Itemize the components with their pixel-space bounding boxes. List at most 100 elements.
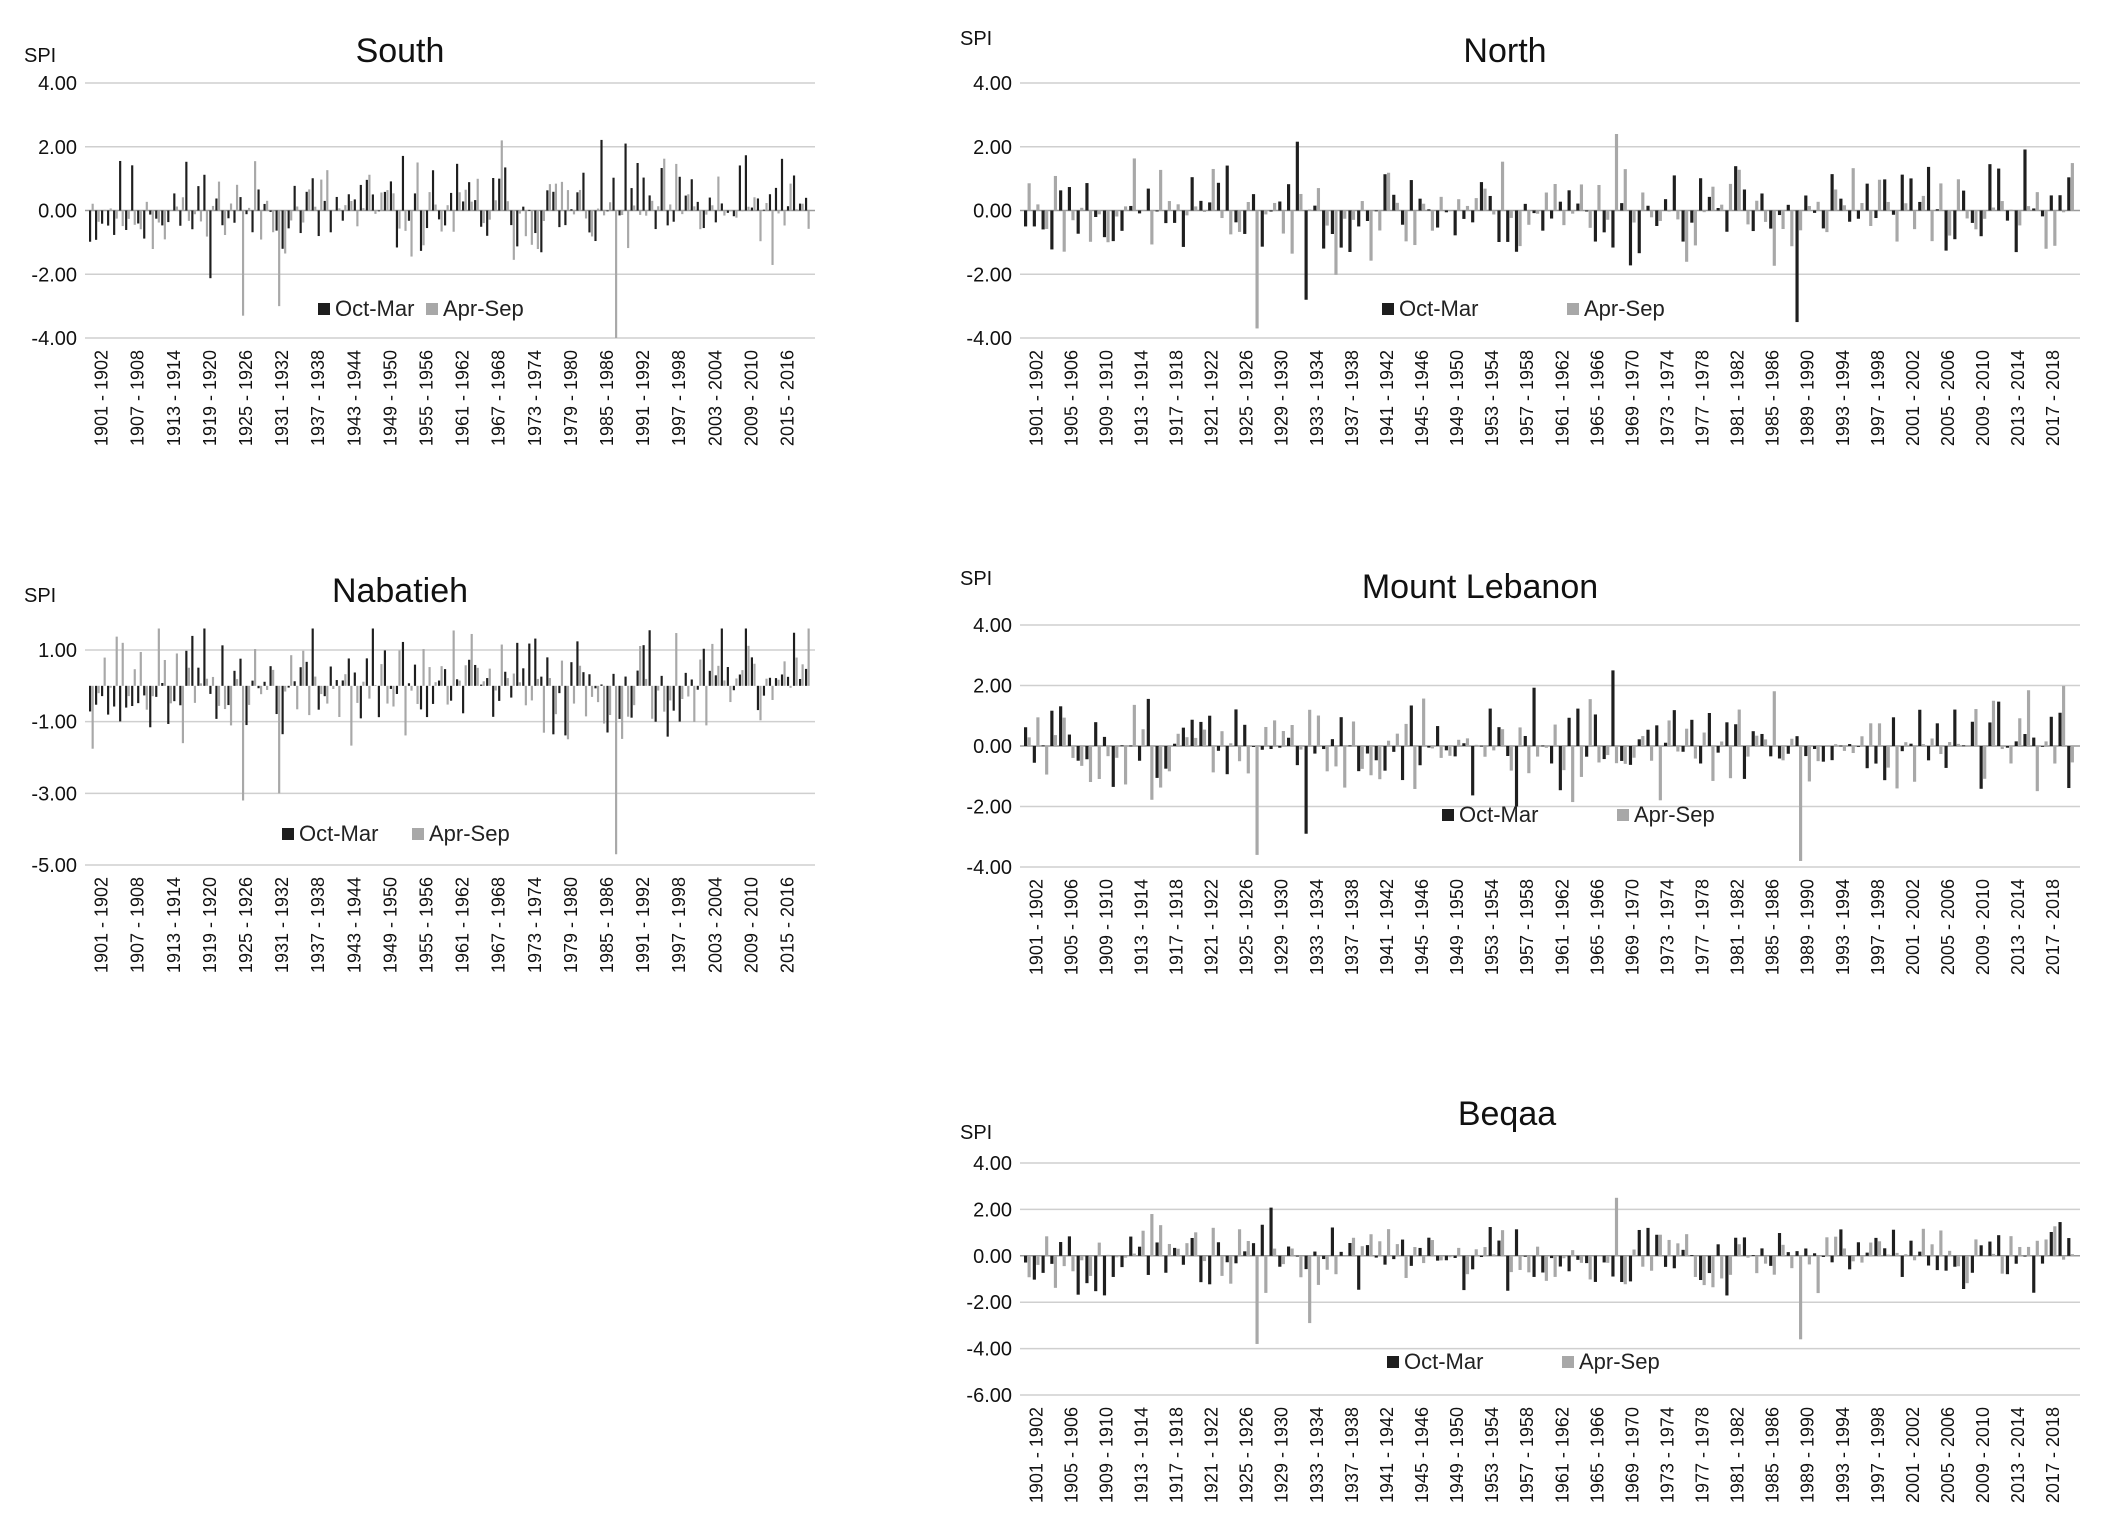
x-tick-label: 2013 - 2014 [2008, 879, 2028, 975]
bar-oct-mar [1313, 205, 1317, 211]
bar-oct-mar [1427, 746, 1431, 748]
bar-apr-sep [1159, 169, 1163, 211]
x-tick-label: 2001 - 2002 [1903, 1407, 1923, 1503]
bar-apr-sep [548, 184, 551, 211]
bar-apr-sep [121, 210, 124, 227]
bar-apr-sep [428, 667, 431, 686]
bar-oct-mar [1427, 1237, 1431, 1256]
x-tick-label: 1981 - 1982 [1728, 1407, 1748, 1503]
bar-apr-sep [1588, 1255, 1592, 1280]
bar-oct-mar [1848, 744, 1852, 746]
bar-apr-sep [1728, 746, 1733, 779]
bar-oct-mar [558, 210, 561, 228]
bar-apr-sep [1386, 1229, 1391, 1256]
bar-apr-sep [1159, 1225, 1163, 1256]
bar-apr-sep [1571, 1250, 1575, 1256]
bar-apr-sep [139, 651, 142, 686]
legend-label: Oct-Mar [1459, 802, 1538, 827]
bar-oct-mar [2032, 1255, 2036, 1293]
x-tick-label: 1961 - 1962 [453, 877, 473, 973]
bar-oct-mar [774, 678, 778, 686]
bar-apr-sep [1693, 210, 1697, 246]
bar-oct-mar [1041, 1255, 1045, 1273]
bar-oct-mar [1970, 210, 1974, 223]
x-tick-label: 1929 - 1930 [1272, 1407, 1292, 1503]
bar-oct-mar [1400, 210, 1405, 225]
x-tick-label: 1961 - 1962 [1552, 350, 1572, 446]
bar-apr-sep [621, 210, 624, 216]
bar-oct-mar [209, 210, 212, 279]
y-tick-label: -4.00 [31, 328, 77, 350]
bar-oct-mar [804, 197, 808, 211]
bar-oct-mar [1874, 1237, 1878, 1256]
bar-oct-mar [1514, 746, 1519, 807]
bar-oct-mar [317, 210, 320, 237]
bar-apr-sep [1281, 731, 1285, 746]
bar-apr-sep [1088, 210, 1093, 242]
bar-oct-mar [1155, 210, 1159, 212]
bar-apr-sep [380, 192, 383, 211]
bar-oct-mar [1102, 210, 1107, 238]
bar-apr-sep [1457, 1247, 1461, 1256]
bar-oct-mar [582, 672, 585, 686]
bar-oct-mar [1208, 1255, 1212, 1285]
bar-oct-mar [1541, 210, 1545, 231]
bar-oct-mar [1488, 708, 1492, 746]
y-axis-label: SPI [960, 568, 992, 590]
bar-apr-sep [681, 210, 684, 215]
bar-oct-mar [1734, 1237, 1738, 1256]
bar-apr-sep [2018, 210, 2022, 226]
bar-oct-mar [317, 685, 320, 710]
y-tick-label: 0.00 [973, 736, 1012, 758]
bar-oct-mar [1856, 1242, 1860, 1256]
bar-oct-mar [522, 668, 525, 686]
bar-apr-sep [1693, 1255, 1697, 1277]
bar-apr-sep [1816, 201, 1820, 211]
y-tick-label: -2.00 [966, 264, 1012, 286]
bar-oct-mar [1348, 745, 1352, 747]
bar-apr-sep [602, 210, 606, 216]
bar-oct-mar [1032, 210, 1036, 227]
bar-apr-sep [1483, 1247, 1487, 1256]
bar-oct-mar [1523, 735, 1527, 746]
bar-apr-sep [1939, 1230, 1943, 1256]
bar-oct-mar [1471, 1255, 1475, 1270]
bar-apr-sep [1939, 746, 1943, 755]
bar-apr-sep [1141, 209, 1145, 211]
bar-apr-sep [1544, 1255, 1548, 1281]
bar-apr-sep [735, 678, 738, 686]
bar-apr-sep [2026, 690, 2031, 746]
bar-apr-sep [151, 685, 154, 697]
bar-apr-sep [1395, 202, 1399, 211]
bar-oct-mar [1944, 746, 1948, 768]
bar-apr-sep [260, 210, 263, 240]
x-tick-label: 1949 - 1950 [380, 350, 400, 446]
x-tick-label: 1967 - 1968 [489, 350, 509, 446]
bar-oct-mar [642, 645, 645, 686]
bar-apr-sep [229, 685, 233, 726]
legend-swatch [1387, 1356, 1399, 1368]
bar-oct-mar [1348, 1243, 1352, 1256]
bar-apr-sep [2000, 201, 2004, 211]
bar-apr-sep [500, 644, 503, 686]
bar-oct-mar [1523, 203, 1527, 211]
bar-apr-sep [663, 685, 666, 712]
x-tick-label: 1957 - 1958 [1517, 1407, 1537, 1503]
bar-apr-sep [675, 633, 678, 686]
bar-oct-mar [552, 191, 555, 211]
bar-oct-mar [1690, 1255, 1694, 1256]
bar-apr-sep [374, 210, 377, 214]
bar-apr-sep [1842, 1248, 1847, 1256]
legend-swatch [318, 303, 330, 315]
bar-oct-mar [1094, 210, 1098, 217]
bar-oct-mar [696, 685, 699, 690]
x-tick-label: 1977 - 1978 [1693, 1407, 1713, 1503]
bar-apr-sep [1877, 179, 1882, 211]
bar-oct-mar [1558, 201, 1562, 211]
bar-apr-sep [2044, 210, 2048, 249]
bar-apr-sep [2026, 1246, 2031, 1256]
x-tick-label: 1981 - 1982 [1728, 350, 1748, 446]
bar-oct-mar [516, 642, 519, 686]
bar-oct-mar [1102, 736, 1107, 746]
bar-oct-mar [1067, 734, 1071, 746]
